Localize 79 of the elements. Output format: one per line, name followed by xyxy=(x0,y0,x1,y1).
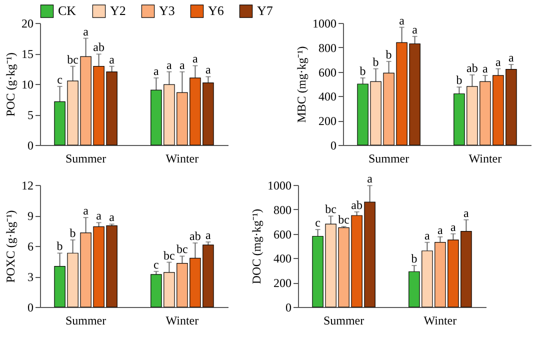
data-label: a xyxy=(83,24,90,38)
data-label: ab xyxy=(351,198,362,212)
y-axis-title: DOC (mg·kg⁻¹) xyxy=(250,208,264,284)
data-label: a xyxy=(412,22,418,36)
data-label: bc xyxy=(325,202,336,216)
y-tick-label: 15 xyxy=(22,47,34,61)
x-tick-label: Summer xyxy=(323,314,364,328)
data-label: a xyxy=(508,50,515,64)
y-tick-label: 5 xyxy=(28,108,34,122)
y-tick-label: 20 xyxy=(22,16,34,30)
y-tick-label: 0 xyxy=(28,138,34,152)
x-tick-label: Summer xyxy=(368,152,410,166)
y-tick-label: 600 xyxy=(274,227,292,242)
data-label: c xyxy=(154,257,159,272)
y-tick-label: 1000 xyxy=(312,16,336,30)
data-label: b xyxy=(456,73,462,88)
x-tick-label: Winter xyxy=(166,314,199,328)
data-label: a xyxy=(399,13,406,28)
data-label: a xyxy=(166,58,173,72)
y-tick-label: 800 xyxy=(274,202,292,217)
data-label: b xyxy=(411,252,418,266)
y-tick-label: 0 xyxy=(330,138,336,152)
x-tick-label: Summer xyxy=(65,152,106,166)
data-label: ab xyxy=(93,40,104,54)
y-tick-label: 400 xyxy=(274,252,292,266)
data-label: ab xyxy=(190,228,201,243)
data-label: a xyxy=(482,61,489,76)
data-label: a xyxy=(206,228,212,242)
y-tick-label: 0 xyxy=(286,300,292,314)
data-label: a xyxy=(464,206,470,220)
y-tick-label: 9 xyxy=(28,209,34,223)
y-axis-title: POXC (g·kg⁻¹) xyxy=(4,210,18,283)
y-tick-label: 3 xyxy=(28,270,34,284)
data-label: a xyxy=(180,58,186,72)
data-label: c xyxy=(315,216,320,230)
data-label: c xyxy=(57,72,62,86)
y-tick-label: 600 xyxy=(318,65,336,80)
legend-label: Y6 xyxy=(208,3,224,18)
data-label: bc xyxy=(176,242,188,256)
x-tick-label: Winter xyxy=(166,152,199,166)
y-tick-label: 0 xyxy=(28,300,34,314)
y-tick-label: 400 xyxy=(318,90,336,104)
data-label: a xyxy=(154,64,160,78)
data-label: b xyxy=(56,239,63,254)
legend-label: Y7 xyxy=(257,3,274,18)
data-label: bc xyxy=(338,212,350,226)
data-label: a xyxy=(192,52,199,66)
y-tick-label: 200 xyxy=(318,114,336,128)
legend-label: Y2 xyxy=(110,3,126,18)
data-label: bc xyxy=(67,52,78,66)
data-label: b xyxy=(70,226,76,240)
data-label: bc xyxy=(164,248,175,262)
y-axis-title: MBC (mg·kg⁻¹) xyxy=(294,46,308,123)
data-label: a xyxy=(96,208,102,223)
data-label: a xyxy=(450,220,457,234)
y-tick-label: 6 xyxy=(28,240,34,254)
data-label: a xyxy=(109,210,116,224)
data-label: b xyxy=(360,64,366,78)
y-axis-title: POC (g·kg⁻¹) xyxy=(4,52,18,116)
legend-label: Y3 xyxy=(159,3,175,18)
x-tick-label: Winter xyxy=(424,314,457,328)
legend-label: CK xyxy=(58,3,77,18)
data-label: a xyxy=(438,222,444,237)
y-tick-label: 200 xyxy=(274,276,292,290)
y-tick-label: 800 xyxy=(318,40,336,55)
data-label: a xyxy=(496,54,502,69)
data-label: a xyxy=(83,204,90,218)
data-label: a xyxy=(424,228,431,242)
data-label: a xyxy=(206,62,212,77)
data-label: b xyxy=(372,54,379,69)
x-tick-label: Winter xyxy=(468,152,502,166)
data-label: ab xyxy=(466,60,478,75)
y-tick-label: 10 xyxy=(22,78,34,92)
data-label: a xyxy=(367,172,374,186)
data-label: a xyxy=(109,52,116,66)
data-label: b xyxy=(386,47,392,62)
y-tick-label: 1000 xyxy=(268,178,292,192)
x-tick-label: Summer xyxy=(65,314,106,328)
y-tick-label: 12 xyxy=(22,178,34,192)
